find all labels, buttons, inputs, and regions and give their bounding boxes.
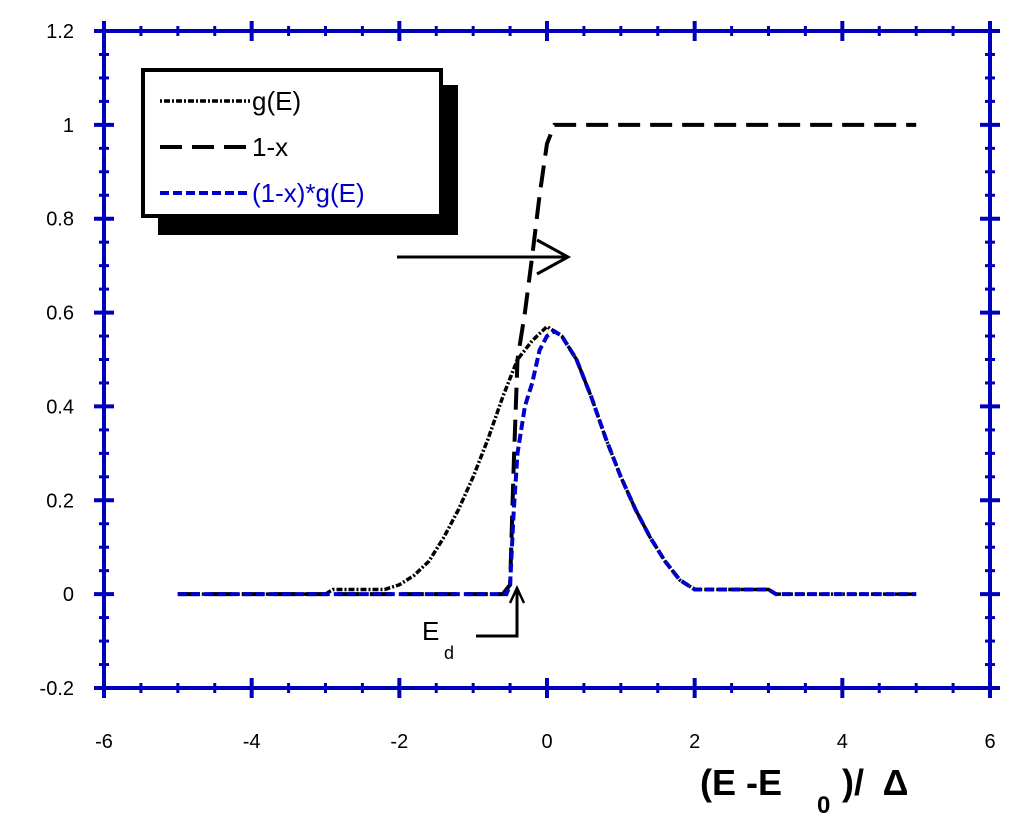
y-tick-label: 1.2 (46, 21, 74, 43)
y-tick-label: 0.8 (46, 209, 74, 231)
y-tick-label: 0.2 (46, 490, 74, 512)
legend-label: (1-x)*g(E) (252, 178, 365, 208)
x-axis-label-sub: 0 (817, 792, 830, 819)
y-tick-label: 0.6 (46, 303, 74, 325)
series-line (177, 324, 917, 596)
annotation: E (422, 616, 439, 646)
annotation-sub: d (444, 643, 454, 663)
y-tick-label: 0 (63, 584, 74, 606)
x-tick-label: -6 (95, 731, 113, 753)
legend-label: 1-x (252, 132, 288, 162)
annotation-arrow (476, 590, 519, 638)
x-tick-label: 0 (541, 731, 552, 753)
legend: g(E) 1-x (1-x)*g(E) (160, 86, 365, 208)
x-axis-label: (E -E (700, 762, 782, 803)
x-tick-label: 2 (689, 731, 700, 753)
x-tick-label: -2 (390, 731, 408, 753)
y-tick-label: 1 (63, 115, 74, 137)
series-line (177, 328, 917, 597)
x-axis-label-rest: )/ Δ (842, 762, 909, 803)
legend-label: g(E) (252, 86, 301, 116)
x-tick-label: -4 (243, 731, 261, 753)
annotation-arrow-head (508, 585, 526, 604)
x-tick-label: 4 (837, 731, 848, 753)
arrow-head (536, 238, 572, 276)
plot-area: -6 -4 -2 0 2 4 6 -0.2 0 0.2 0.4 0.6 0.8 1 1.2 (40, 21, 1000, 753)
x-tick-label: 6 (984, 731, 995, 753)
y-tick-label: 0.4 (46, 396, 74, 418)
y-tick-label: -0.2 (40, 678, 74, 700)
